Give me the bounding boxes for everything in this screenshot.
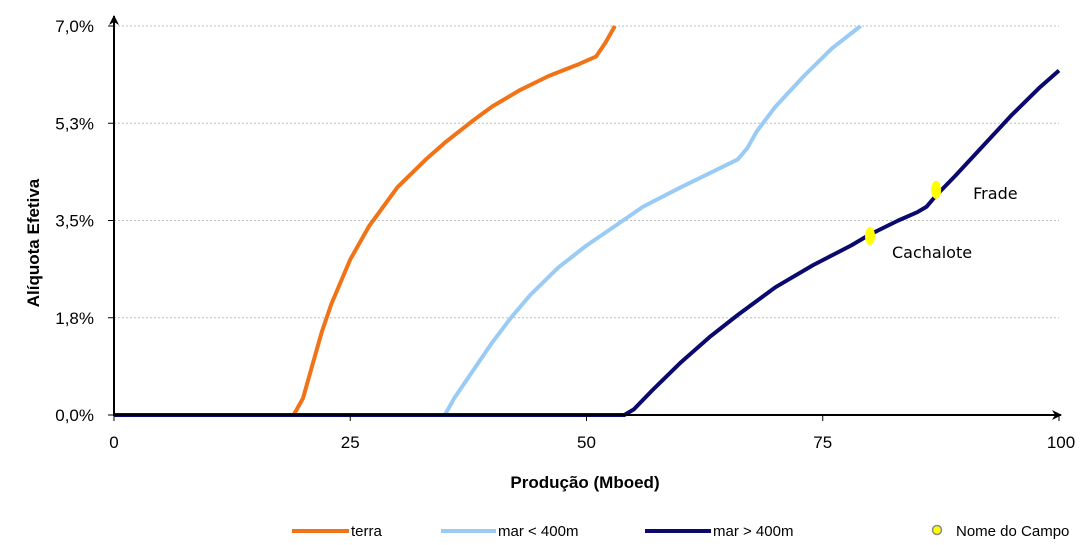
series-line-mar-400m (114, 24, 862, 417)
y-tick-label-3: 5,3% (55, 114, 94, 133)
legend-label-mar-400m: mar < 400m (498, 523, 578, 540)
y-axis-title: Alíquota Efetiva (24, 178, 43, 307)
axes (108, 15, 1062, 421)
annotation-frade: Frade (973, 184, 1017, 203)
legend-label-terra: terra (351, 523, 383, 540)
field-marker-frade (931, 180, 942, 199)
x-tick-label-2: 50 (577, 433, 596, 452)
tick-labels: 0,0% 1,8% 3,5% 5,3% 7,0% 0 25 50 75 100 (55, 17, 1075, 452)
legend: terra mar < 400m mar > 400m Nome do Campo (292, 523, 1069, 540)
x-axis-title: Produção (Mboed) (510, 473, 659, 492)
y-tick-label-0: 0,0% (55, 406, 94, 425)
field-markers (865, 180, 942, 246)
annotation-cachalote: Cachalote (892, 243, 972, 262)
x-tick-label-4: 100 (1047, 433, 1075, 452)
legend-label-nome-do-campo: Nome do Campo (956, 523, 1069, 540)
x-tick-label-0: 0 (109, 433, 118, 452)
series-layer (114, 24, 1061, 417)
x-tick-label-1: 25 (341, 433, 360, 452)
annotations: Frade Cachalote (892, 184, 1018, 262)
y-tick-label-4: 7,0% (55, 17, 94, 36)
legend-swatch-nome-do-campo (931, 524, 943, 536)
y-tick-label-2: 3,5% (55, 212, 94, 231)
gridlines (114, 25, 1059, 319)
legend-label-mar-400m: mar > 400m (713, 523, 793, 540)
x-tick-label-3: 75 (813, 433, 832, 452)
y-tick-label-1: 1,8% (55, 309, 94, 328)
series-line-terra (114, 25, 617, 417)
series-line-mar-400m (114, 68, 1061, 417)
field-marker-cachalote (865, 227, 875, 246)
